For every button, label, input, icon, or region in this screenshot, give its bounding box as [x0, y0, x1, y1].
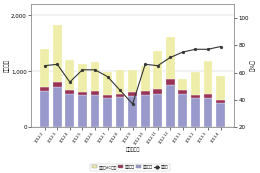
Bar — [78, 64, 87, 92]
Bar — [178, 79, 187, 90]
Bar — [166, 37, 175, 79]
Bar — [204, 94, 212, 98]
Bar — [153, 89, 162, 94]
Bar — [40, 49, 49, 87]
Bar — [53, 87, 62, 127]
Bar — [66, 90, 74, 94]
Bar — [166, 79, 175, 85]
Bar — [103, 98, 112, 127]
Bar — [90, 91, 99, 95]
Bar — [153, 51, 162, 89]
Bar — [153, 94, 162, 127]
Bar — [204, 61, 212, 94]
Bar — [166, 85, 175, 127]
Bar — [90, 62, 99, 91]
Bar — [53, 25, 62, 82]
Bar — [40, 87, 49, 91]
Bar — [191, 98, 200, 127]
Y-axis label: （%）: （%） — [250, 60, 256, 71]
Bar — [216, 103, 225, 127]
Bar — [116, 97, 125, 127]
Bar — [116, 94, 125, 97]
Bar — [66, 60, 74, 90]
Bar — [53, 82, 62, 87]
Bar — [78, 95, 87, 127]
Bar — [128, 70, 137, 92]
Bar — [216, 76, 225, 100]
Bar — [141, 95, 149, 127]
Bar — [116, 70, 125, 94]
Bar — [216, 100, 225, 103]
Bar — [90, 95, 99, 127]
Y-axis label: （億円）: （億円） — [4, 59, 10, 72]
Bar — [128, 92, 137, 96]
Bar — [103, 95, 112, 98]
Bar — [141, 66, 149, 91]
Bar — [141, 91, 149, 95]
Bar — [191, 72, 200, 95]
Bar — [66, 94, 74, 127]
Bar — [128, 96, 137, 127]
Bar — [178, 90, 187, 94]
Bar — [40, 91, 49, 127]
Legend: ゲームVC機器, 音声機器, 映像機器, 前年比: ゲームVC機器, 音声機器, 映像機器, 前年比 — [90, 163, 170, 171]
Bar — [191, 95, 200, 98]
Bar — [204, 98, 212, 127]
Bar — [178, 94, 187, 127]
Bar — [103, 72, 112, 95]
Bar — [78, 92, 87, 95]
X-axis label: （年・月）: （年・月） — [125, 147, 140, 152]
